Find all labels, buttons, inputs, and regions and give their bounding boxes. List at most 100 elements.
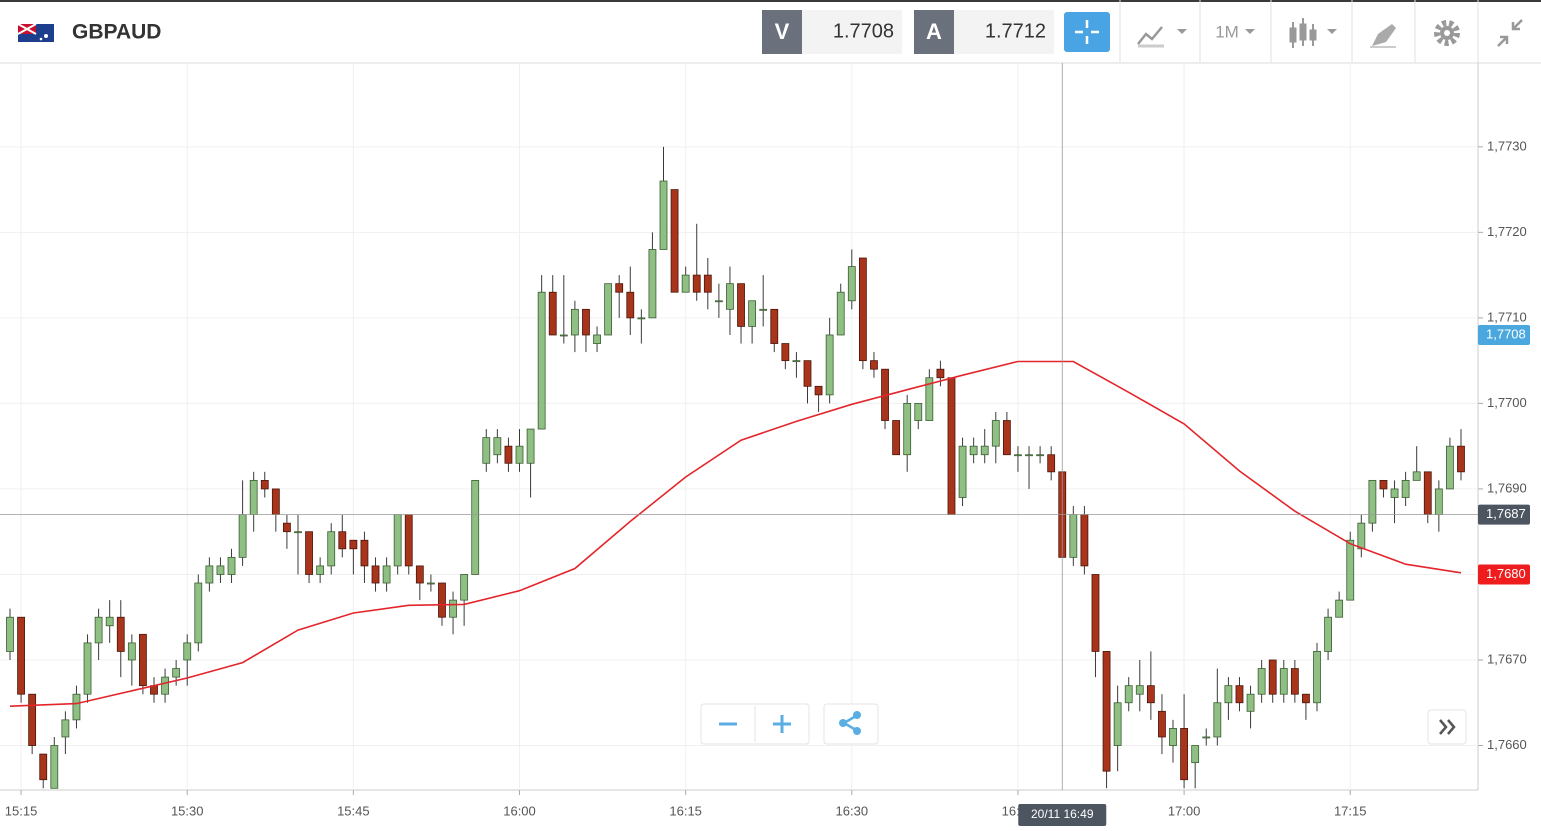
candle-body xyxy=(161,676,169,695)
x-tick-label: 15:30 xyxy=(171,803,204,818)
candle-body xyxy=(1025,454,1033,457)
candle-body xyxy=(504,445,513,464)
candle-body xyxy=(105,616,114,627)
timeframe-caret xyxy=(1245,29,1255,34)
candle-body xyxy=(1246,693,1255,712)
x-tick-label: 17:15 xyxy=(1334,803,1367,818)
crosshair-button[interactable] xyxy=(1064,12,1110,52)
candle-body xyxy=(1014,454,1022,457)
timeframe[interactable]: 1M xyxy=(1215,22,1239,41)
candle-body xyxy=(382,565,391,584)
zoom-in-button[interactable] xyxy=(773,715,791,733)
candle-body xyxy=(1279,668,1288,695)
candle-body xyxy=(1091,574,1100,652)
price-tag xyxy=(1478,324,1530,345)
candle-body xyxy=(1257,668,1266,695)
candle-body xyxy=(39,753,48,781)
top-border xyxy=(0,0,1541,2)
candle-body xyxy=(936,368,945,379)
candle-body xyxy=(1390,488,1399,498)
candle-body xyxy=(1434,488,1443,515)
candle-body xyxy=(870,360,878,370)
collapse-button[interactable] xyxy=(1497,19,1523,47)
candle-body xyxy=(582,308,590,336)
header-separators xyxy=(1119,0,1479,63)
candle-body xyxy=(116,616,125,652)
candle-body xyxy=(460,574,469,601)
candle-body xyxy=(1346,539,1355,601)
candle-body xyxy=(493,437,502,456)
candle-body xyxy=(748,300,757,327)
candle-body xyxy=(703,274,712,293)
candle-body xyxy=(670,189,679,293)
crosshair-value-box xyxy=(1478,504,1530,525)
candle-body xyxy=(1412,471,1421,481)
candle-body xyxy=(283,522,291,533)
candle-body xyxy=(1457,445,1465,473)
crosshair-time-label: 20/11 16:49 xyxy=(1031,807,1094,821)
ask-button[interactable] xyxy=(914,10,954,54)
candle-body xyxy=(1290,668,1299,695)
candle-body xyxy=(1191,745,1200,764)
draw-tool-button[interactable] xyxy=(1370,24,1396,48)
bid-box xyxy=(802,10,902,54)
candle-body xyxy=(1135,685,1144,695)
candle-body xyxy=(216,565,225,575)
candle-body xyxy=(1102,651,1111,772)
candle-body xyxy=(559,334,568,337)
candle-body xyxy=(858,257,867,362)
candle-body xyxy=(604,283,613,336)
settings-button[interactable] xyxy=(1434,20,1460,46)
candle-body xyxy=(1047,454,1056,473)
candle-body xyxy=(94,616,103,644)
candle-body xyxy=(1169,728,1177,746)
candle-body xyxy=(1202,736,1211,739)
chart-type-button[interactable] xyxy=(1137,26,1187,48)
candle-body xyxy=(681,274,690,293)
candle-body xyxy=(515,445,524,464)
candle-body xyxy=(958,445,967,498)
candle-body xyxy=(172,668,181,678)
ask-label: A xyxy=(926,19,942,44)
candle-body xyxy=(360,539,369,567)
bid-button[interactable] xyxy=(762,10,802,54)
candle-body xyxy=(438,582,446,618)
candle-body xyxy=(305,531,313,575)
candle-body xyxy=(969,445,978,456)
candle-body xyxy=(327,531,336,567)
candle-body xyxy=(83,642,92,695)
candle-body xyxy=(61,719,70,738)
candle-body xyxy=(249,479,258,515)
candle-style-button[interactable] xyxy=(1289,18,1337,48)
scroll-end-button[interactable] xyxy=(1427,709,1467,745)
candle-body xyxy=(1180,728,1188,781)
candle-body xyxy=(17,616,25,695)
candle-body xyxy=(626,291,635,319)
candle-body xyxy=(139,633,147,687)
candle-body xyxy=(194,582,203,644)
candle-body xyxy=(349,539,358,550)
candle-body xyxy=(449,599,457,618)
candle-body xyxy=(1379,479,1388,490)
candle-body xyxy=(1158,710,1166,738)
candle-body xyxy=(1313,651,1321,704)
x-tick-label: 15:45 xyxy=(337,803,370,818)
price-tag-label: 1,7680 xyxy=(1486,566,1526,581)
price-tag xyxy=(1478,564,1530,585)
candle-body xyxy=(714,300,723,303)
candle-body xyxy=(271,488,280,515)
bid-value: 1.7708 xyxy=(833,20,894,42)
x-tick-label: 17:00 xyxy=(1168,803,1201,818)
candle-body xyxy=(692,274,701,293)
share-button[interactable] xyxy=(823,703,879,745)
flag xyxy=(17,23,54,42)
moving-average-line xyxy=(9,360,1462,707)
candle-body xyxy=(659,180,668,250)
candle-body xyxy=(404,514,413,567)
y-tick-label: 1,7710 xyxy=(1487,309,1527,324)
candle-body xyxy=(1401,479,1410,498)
candle-body xyxy=(593,334,601,344)
candle-body xyxy=(1335,599,1344,618)
candle-body xyxy=(471,479,480,575)
